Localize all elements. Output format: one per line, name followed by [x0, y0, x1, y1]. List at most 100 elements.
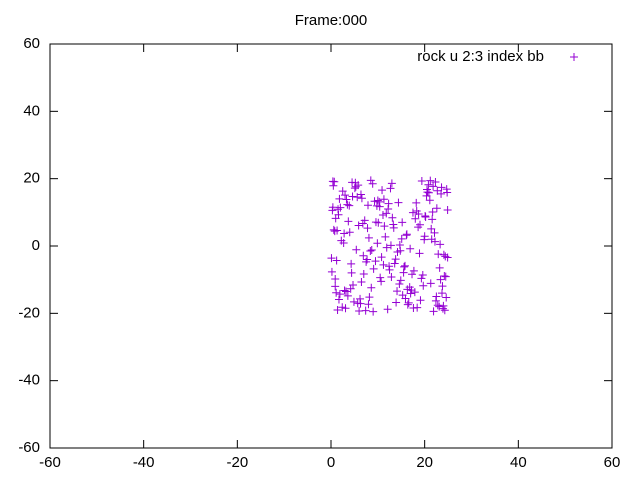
point	[341, 304, 350, 313]
point	[436, 240, 445, 249]
point	[437, 183, 446, 192]
point	[369, 307, 378, 316]
point	[402, 230, 411, 239]
point	[339, 238, 348, 247]
point	[433, 301, 442, 310]
point	[385, 262, 394, 271]
point	[408, 270, 417, 279]
point	[409, 266, 418, 275]
point	[357, 194, 366, 203]
point	[347, 268, 356, 277]
point	[382, 209, 391, 218]
point	[442, 293, 451, 302]
x-tick-label: -20	[226, 454, 248, 471]
point	[340, 286, 349, 295]
point	[333, 305, 342, 314]
point	[345, 201, 354, 210]
x-tick-label: -60	[39, 454, 61, 471]
point	[328, 203, 337, 212]
point	[396, 246, 405, 255]
point	[425, 196, 434, 205]
point	[420, 232, 429, 241]
point	[426, 176, 435, 185]
point	[361, 306, 370, 315]
point	[421, 213, 430, 222]
point	[429, 307, 438, 316]
point	[372, 201, 381, 210]
x-tick-label: 60	[604, 454, 621, 471]
legend-label: rock u 2:3 index bb	[417, 48, 544, 65]
point	[334, 295, 343, 304]
point	[338, 187, 347, 196]
point	[435, 263, 444, 272]
chart-title: Frame:000	[295, 12, 368, 29]
point	[436, 275, 445, 284]
y-tick-label: -60	[18, 439, 40, 456]
point	[387, 272, 396, 281]
point	[403, 300, 412, 309]
point	[382, 243, 391, 252]
point	[397, 234, 406, 243]
point	[379, 260, 388, 269]
point	[344, 217, 353, 226]
point	[398, 291, 407, 300]
point	[404, 298, 413, 307]
y-tick-label: 0	[32, 237, 40, 254]
point	[331, 274, 340, 283]
point	[399, 268, 408, 277]
point	[433, 186, 442, 195]
point	[371, 257, 380, 266]
point	[345, 228, 354, 237]
point	[367, 283, 376, 292]
x-tick-label: 0	[327, 454, 335, 471]
point	[411, 214, 420, 223]
point	[356, 294, 365, 303]
point	[424, 188, 433, 197]
point	[393, 287, 402, 296]
y-tick-label: 60	[23, 35, 40, 52]
point	[341, 287, 350, 296]
point	[343, 200, 352, 209]
point	[434, 250, 443, 259]
y-tick-label: -40	[18, 372, 40, 389]
point	[336, 203, 345, 212]
point	[431, 178, 440, 187]
point	[415, 220, 424, 229]
y-tick-label: 40	[23, 102, 40, 119]
point	[331, 214, 340, 223]
point	[347, 259, 356, 268]
point	[407, 286, 416, 295]
point	[432, 204, 441, 213]
point	[392, 298, 401, 307]
point	[327, 267, 336, 276]
point	[394, 198, 403, 207]
point	[377, 277, 386, 286]
x-tick-label: 40	[510, 454, 527, 471]
point	[386, 184, 395, 193]
point	[348, 192, 357, 201]
point	[423, 185, 432, 194]
point	[418, 270, 427, 279]
point	[359, 269, 368, 278]
point	[333, 226, 342, 235]
point	[329, 225, 338, 234]
point	[368, 179, 377, 188]
point	[439, 250, 448, 259]
point	[395, 280, 404, 289]
point	[387, 179, 396, 188]
point	[389, 223, 398, 232]
point	[353, 299, 362, 308]
y-tick-label: -20	[18, 304, 40, 321]
point	[388, 213, 397, 222]
point	[359, 251, 368, 260]
point	[363, 224, 372, 233]
point	[340, 229, 349, 238]
point	[438, 304, 447, 313]
point	[440, 306, 449, 315]
point	[391, 255, 400, 264]
point	[375, 197, 384, 206]
point	[440, 271, 449, 280]
point	[373, 239, 382, 248]
